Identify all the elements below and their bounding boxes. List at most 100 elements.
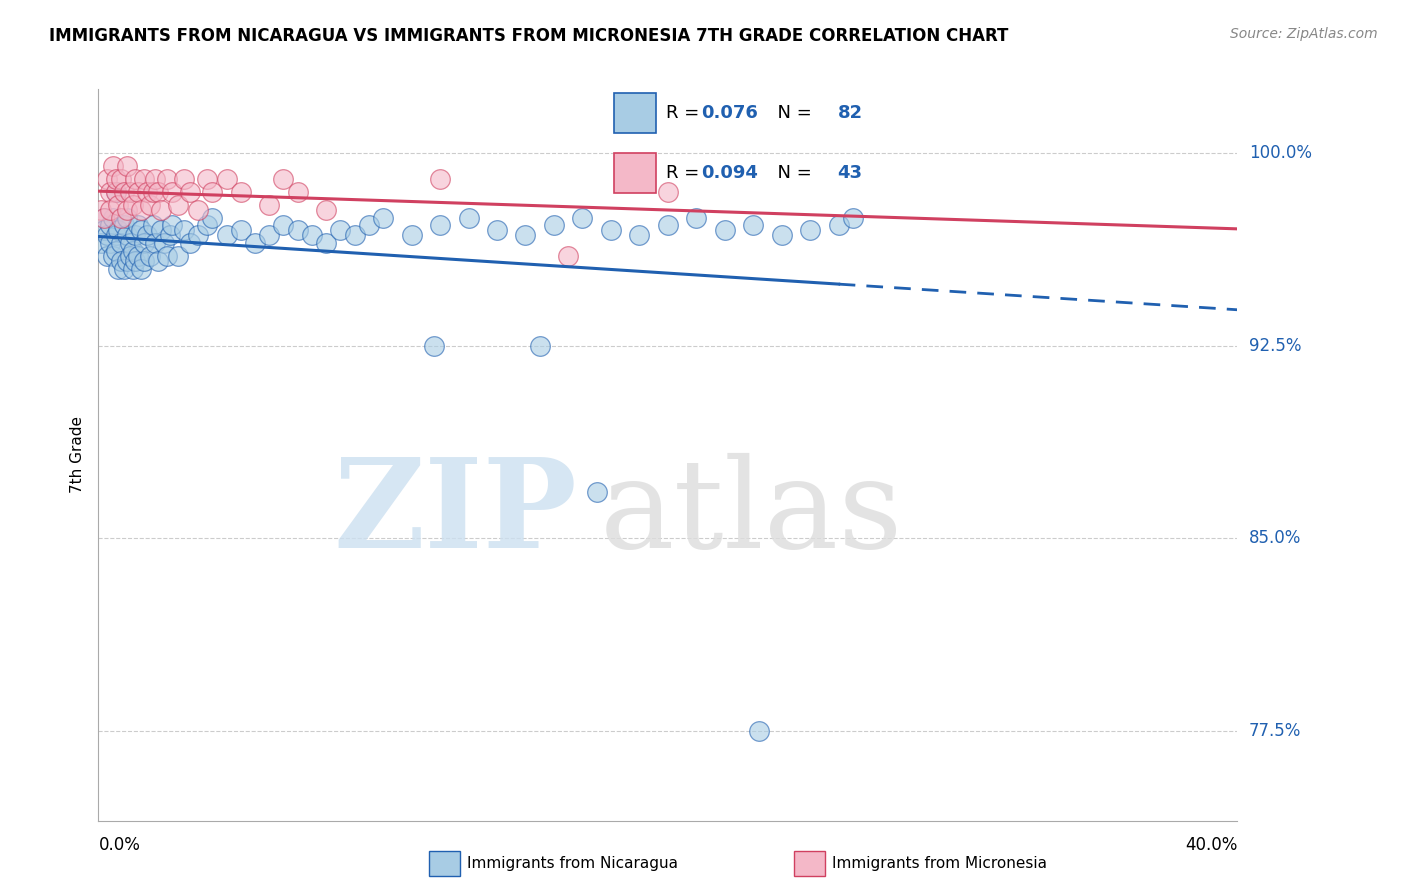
Point	[132, 254, 155, 268]
Point	[104, 244, 127, 258]
Point	[121, 261, 143, 276]
Point	[842, 211, 865, 225]
Point	[742, 218, 765, 232]
Point	[748, 723, 770, 738]
Point	[98, 202, 121, 217]
Text: 0.076: 0.076	[702, 103, 758, 121]
Point	[115, 254, 138, 268]
Point	[657, 185, 679, 199]
Point	[107, 223, 129, 237]
Point	[195, 172, 218, 186]
Point	[585, 485, 607, 500]
Point	[115, 202, 138, 217]
Point	[110, 254, 132, 268]
Y-axis label: 7th Grade: 7th Grade	[69, 417, 84, 493]
Text: R =: R =	[666, 103, 704, 121]
Point	[828, 218, 851, 232]
Text: atlas: atlas	[599, 453, 903, 574]
Point	[112, 261, 135, 276]
Point	[104, 172, 127, 186]
Point	[121, 244, 143, 258]
Point	[141, 185, 163, 199]
Point	[162, 218, 184, 232]
Point	[96, 228, 118, 243]
Text: N =: N =	[766, 103, 818, 121]
Point	[179, 236, 201, 251]
Text: 40.0%: 40.0%	[1185, 836, 1237, 854]
Point	[104, 185, 127, 199]
Point	[118, 236, 141, 251]
Point	[96, 249, 118, 263]
Point	[104, 228, 127, 243]
Text: 92.5%: 92.5%	[1249, 337, 1301, 355]
Point	[127, 249, 149, 263]
Point	[93, 211, 115, 225]
Point	[153, 236, 176, 251]
Point	[187, 228, 209, 243]
Point	[90, 236, 112, 251]
Point	[315, 236, 337, 251]
Point	[287, 223, 309, 237]
Point	[115, 228, 138, 243]
Point	[127, 218, 149, 232]
Point	[132, 172, 155, 186]
Point	[129, 223, 152, 237]
Point	[110, 211, 132, 225]
Point	[129, 202, 152, 217]
Point	[101, 249, 124, 263]
Point	[215, 172, 238, 186]
Point	[150, 223, 173, 237]
Point	[138, 249, 160, 263]
Point	[315, 202, 337, 217]
Point	[201, 185, 224, 199]
Point	[135, 185, 157, 199]
FancyBboxPatch shape	[614, 93, 657, 133]
Point	[657, 218, 679, 232]
Point	[145, 236, 167, 251]
Point	[195, 218, 218, 232]
Point	[229, 185, 252, 199]
Point	[179, 185, 201, 199]
Point	[770, 228, 793, 243]
Point	[115, 211, 138, 225]
Point	[141, 218, 163, 232]
Point	[118, 249, 141, 263]
Point	[112, 185, 135, 199]
Point	[90, 202, 112, 217]
Point	[373, 211, 395, 225]
Point	[486, 223, 509, 237]
Point	[138, 197, 160, 211]
Point	[167, 249, 190, 263]
Point	[259, 197, 281, 211]
Point	[96, 172, 118, 186]
Point	[110, 172, 132, 186]
Point	[201, 211, 224, 225]
Point	[401, 228, 423, 243]
Point	[429, 172, 451, 186]
Point	[148, 185, 170, 199]
Text: 0.094: 0.094	[702, 164, 758, 182]
Point	[515, 228, 537, 243]
Point	[121, 197, 143, 211]
Point	[287, 185, 309, 199]
Point	[543, 218, 565, 232]
Point	[98, 218, 121, 232]
Text: IMMIGRANTS FROM NICARAGUA VS IMMIGRANTS FROM MICRONESIA 7TH GRADE CORRELATION CH: IMMIGRANTS FROM NICARAGUA VS IMMIGRANTS …	[49, 27, 1008, 45]
Point	[115, 159, 138, 173]
Text: Immigrants from Micronesia: Immigrants from Micronesia	[832, 856, 1047, 871]
Point	[110, 236, 132, 251]
Point	[162, 185, 184, 199]
Point	[112, 218, 135, 232]
Text: 85.0%: 85.0%	[1249, 529, 1301, 548]
Point	[529, 339, 551, 353]
Point	[557, 249, 579, 263]
Text: 77.5%: 77.5%	[1249, 722, 1301, 739]
Point	[714, 223, 737, 237]
Point	[600, 223, 623, 237]
Text: 0.0%: 0.0%	[98, 836, 141, 854]
Point	[799, 223, 821, 237]
Point	[173, 172, 195, 186]
Text: Source: ZipAtlas.com: Source: ZipAtlas.com	[1230, 27, 1378, 41]
Point	[118, 185, 141, 199]
Text: 100.0%: 100.0%	[1249, 145, 1312, 162]
